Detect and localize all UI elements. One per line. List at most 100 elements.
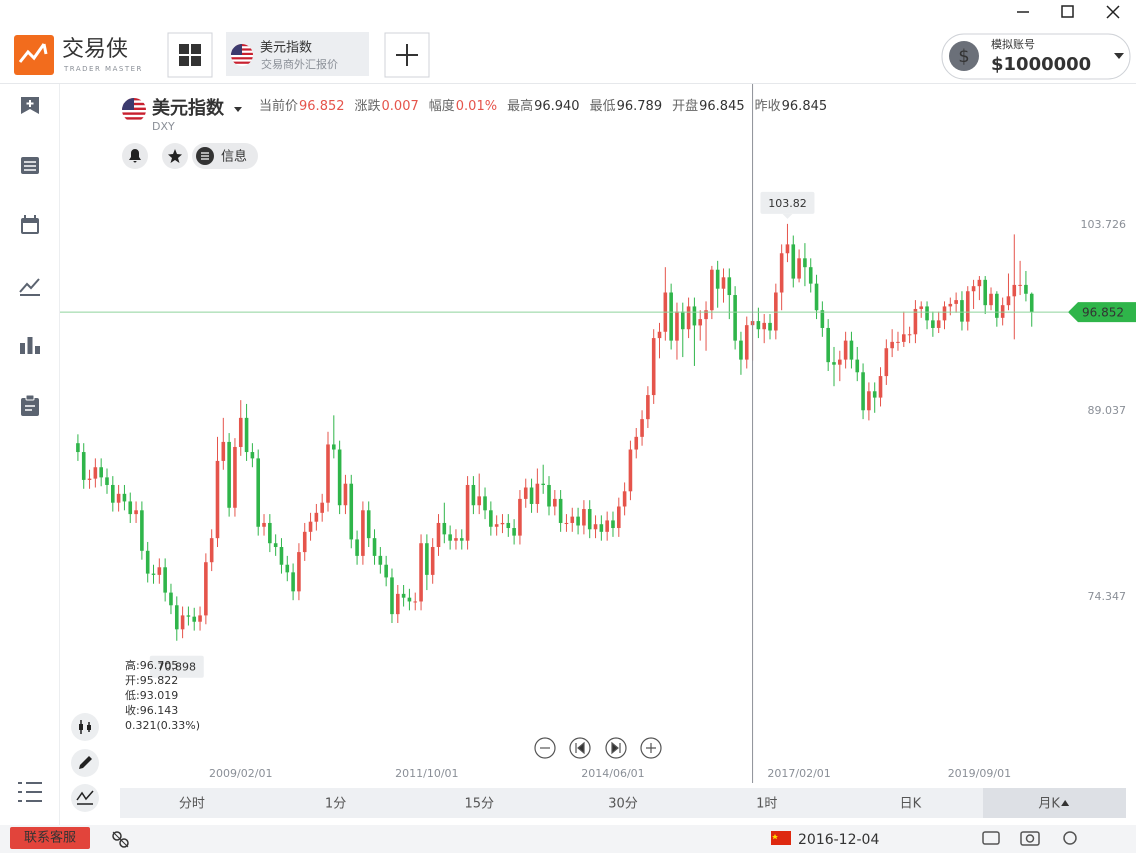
x-tick-label: 2011/10/01 [395,767,458,780]
symbol-code: DXY [152,120,175,133]
candle-body [436,522,441,548]
window-controls[interactable] [1017,5,1120,19]
candle-body [838,359,842,365]
zoom-controls[interactable] [534,737,662,759]
candle-body [791,244,796,279]
period-tab[interactable]: 1时 [756,797,777,812]
hover-info-label: 收: [125,703,140,717]
candle-body [477,496,482,506]
candle-body [698,319,703,326]
support-button[interactable] [10,827,90,849]
hover-info: 收:96.143 [125,703,178,717]
alert-button[interactable] [122,143,148,169]
candle-body [872,391,877,398]
support-label: 联系客服 [24,830,76,846]
candle-body [686,306,691,330]
hover-info: 开:95.822 [125,674,178,687]
symbol-flag [122,98,146,122]
quote-label: 涨跌 [355,98,381,114]
candle-body [198,615,202,622]
candle-body [105,477,109,485]
candle-body [721,277,726,289]
period-tab[interactable]: 30分 [608,797,638,812]
add-tab-button[interactable] [384,32,430,78]
candle-body [262,522,266,527]
candle-body [87,478,92,480]
candle-body [901,334,906,342]
candle-body [291,572,295,592]
candle-body [820,310,825,328]
hover-info-value: 96.143 [140,704,179,717]
period-tab[interactable]: 15分 [465,797,495,812]
candle-body [855,359,860,373]
sidebar-icons [18,97,42,802]
link-icon[interactable] [112,831,129,848]
candle-body [157,567,162,575]
candle-body [186,615,191,617]
x-tick-label: 2019/09/01 [948,767,1011,780]
max-label-pointer [782,213,793,219]
candle-body [628,449,633,492]
account-label: 模拟账号 [991,37,1035,51]
candle-body [204,562,208,616]
sort-indicator [1061,800,1070,806]
candle-body [273,543,278,548]
quote-value: 0.007 [382,99,419,114]
candles [76,223,1034,641]
candle-body [279,547,284,565]
region-flag [771,831,791,845]
symbol-tab[interactable]: 美元指数 交易商外汇报价 [226,32,369,76]
candle-body [326,444,330,503]
period-tab[interactable]: 分时 [179,797,205,812]
candle-body [599,524,604,532]
status-bar [0,825,1136,853]
favorite-button[interactable] [162,143,188,169]
candle-body [169,592,173,606]
candle-body [861,372,865,411]
period-tab[interactable]: 日K [900,797,922,812]
candle-body [715,269,720,289]
candle-body [669,292,673,341]
min-label-box [149,655,204,678]
candle-body [99,467,103,478]
candle-body [1006,296,1011,306]
current-price-label: 96.852 [1082,306,1124,320]
candle-body [390,577,394,615]
candle-body [983,279,988,306]
period-selected [983,788,1126,818]
candle-body [651,338,656,396]
period-tab[interactable]: 1分 [325,797,346,812]
hover-info: 低:93.019 [125,689,178,702]
candle-body [221,441,226,461]
symbol-dropdown[interactable] [234,107,242,112]
quote-label: 最高 [507,98,533,114]
x-tick-label: 2014/06/01 [581,767,644,780]
period-tab[interactable]: 月K [1038,797,1060,812]
candle-body [727,277,732,296]
candle-body [640,419,644,437]
candle-body [710,269,714,311]
logo-subtitle: TRADER MASTER [63,65,143,73]
candle-body [378,555,383,565]
candle-body [512,528,516,536]
quote-value: 96.940 [534,99,580,114]
candle-body [465,484,470,541]
candle-body [395,593,400,615]
layout-button[interactable] [167,32,213,78]
account-selector[interactable]: $ 模拟账号 $1000000 [941,33,1131,80]
candle-body [965,291,970,322]
status-icons[interactable] [982,831,1077,846]
info-button[interactable]: 信息 [192,143,258,169]
candle-body [843,340,848,360]
drawing-tools[interactable] [71,713,99,812]
candle-body [192,616,197,622]
account-balance: $1000000 [991,54,1091,75]
logo-text: 交易侠 [62,37,128,62]
candle-body [1024,284,1028,294]
candle-body [174,605,179,630]
candle-body [308,521,313,532]
candle-body [832,362,836,365]
candle-body [314,512,319,522]
candle-body [913,308,918,335]
candle-body [878,376,883,398]
